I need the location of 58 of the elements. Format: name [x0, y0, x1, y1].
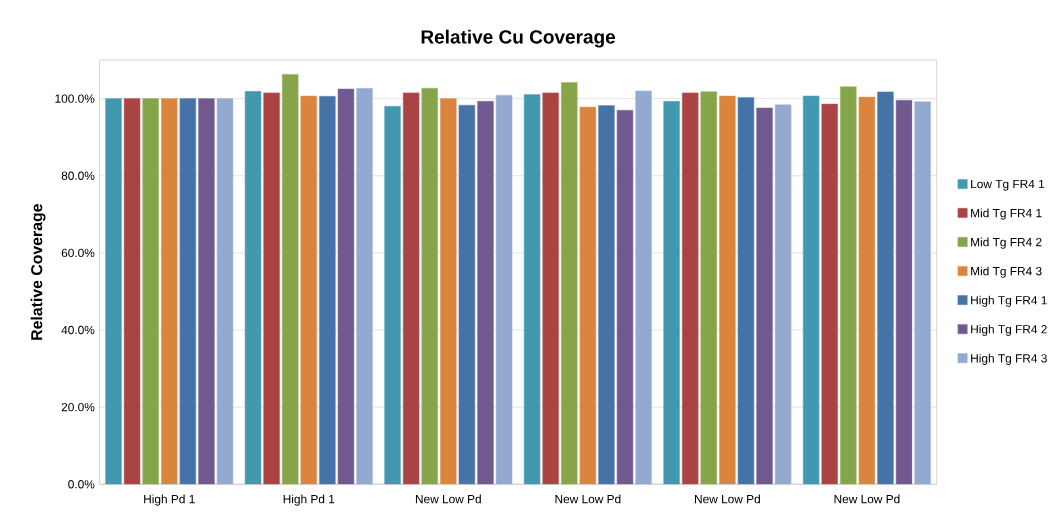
bar	[700, 91, 718, 485]
bar	[737, 97, 755, 485]
bar	[756, 107, 773, 485]
bar	[356, 87, 373, 485]
bar	[319, 95, 336, 485]
x-tick-label: New Low Pd	[415, 494, 481, 504]
y-tick-label: 80.0%	[61, 171, 95, 180]
bar	[802, 95, 820, 485]
bar	[263, 92, 280, 485]
legend-label: High Tg FR4 3	[971, 353, 1047, 365]
bar	[440, 98, 457, 485]
legend-label: Mid Tg FR4 1	[971, 208, 1042, 220]
bar	[663, 100, 680, 485]
x-tick-label: High Pd 1	[144, 494, 195, 506]
bar	[495, 94, 513, 485]
bar	[774, 104, 792, 485]
x-tick-label: New Low Pd	[695, 494, 760, 504]
legend-label: Low Tg FR4 1	[971, 179, 1045, 191]
bar	[719, 95, 736, 485]
bar	[244, 90, 262, 485]
bar	[105, 98, 122, 485]
bar	[542, 92, 559, 485]
legend-label: High Tg FR4 2	[971, 324, 1047, 336]
bar	[681, 92, 699, 485]
y-tick-label: 0.0%	[68, 479, 95, 489]
bar	[840, 86, 857, 485]
x-tick-label: High Pd 1	[283, 494, 335, 506]
bar	[300, 95, 318, 485]
chart-title: Relative Cu Coverage	[421, 29, 616, 48]
bar	[579, 106, 597, 485]
y-tick-label: 60.0%	[61, 248, 95, 257]
bar	[858, 96, 876, 485]
bar	[458, 104, 476, 485]
bar	[914, 101, 931, 485]
bar	[161, 98, 178, 485]
bar	[421, 87, 438, 485]
bar	[179, 98, 197, 485]
bar	[198, 98, 215, 485]
y-tick-label: 40.0%	[61, 325, 95, 335]
bar	[384, 105, 401, 485]
bar	[635, 90, 652, 485]
bar	[216, 98, 234, 485]
x-tick-label: New Low Pd	[834, 494, 900, 504]
x-tick-label: New Low Pd	[555, 494, 621, 504]
bar	[142, 98, 159, 485]
bar	[523, 94, 541, 485]
bar	[281, 73, 299, 485]
legend-label: Mid Tg FR4 3	[971, 266, 1042, 278]
y-axis-title: Relative Coverage	[30, 204, 46, 340]
y-tick-label: 20.0%	[61, 402, 95, 412]
bar	[821, 103, 838, 485]
bar	[598, 105, 615, 485]
y-tick-label: 100.0%	[55, 94, 95, 103]
legend-label: High Tg FR4 1	[971, 295, 1047, 307]
legend-label: Mid Tg FR4 2	[971, 237, 1042, 249]
bar	[477, 100, 494, 485]
bar	[877, 91, 894, 485]
bar	[561, 82, 578, 485]
